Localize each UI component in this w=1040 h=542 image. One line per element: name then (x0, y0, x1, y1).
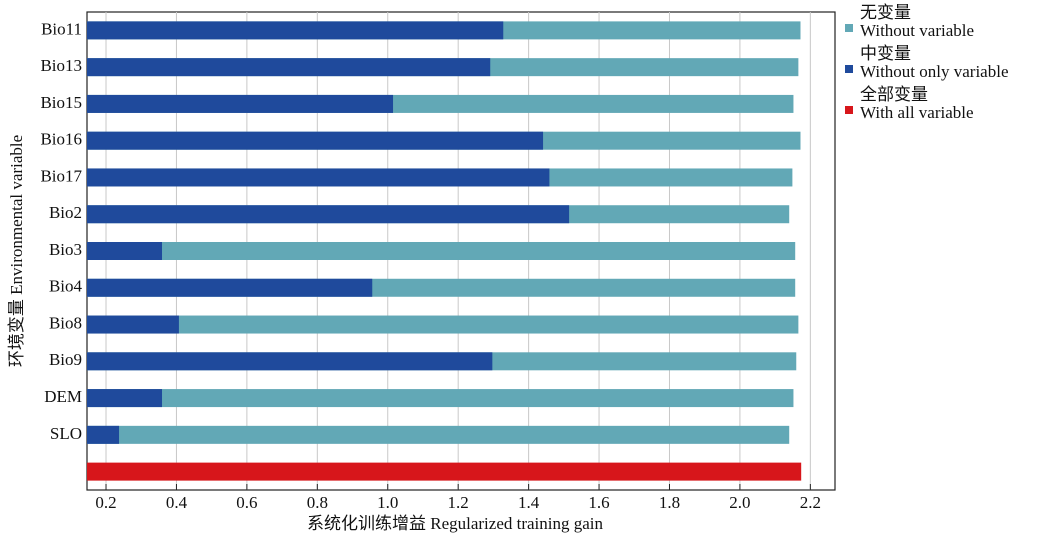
bar (87, 425, 120, 444)
legend-label-zh: 全部变量 (860, 85, 928, 104)
y-tick-label: Bio13 (40, 56, 82, 75)
bar (87, 168, 550, 187)
bar (87, 278, 373, 297)
x-tick-label: 1.2 (448, 493, 469, 512)
legend-label: Without only variable (860, 62, 1009, 81)
x-tick-label: 1.4 (518, 493, 540, 512)
y-tick-label: DEM (44, 387, 82, 406)
y-tick-label: SLO (50, 424, 82, 443)
x-tick-label: 1.0 (377, 493, 398, 512)
x-tick-label: 0.6 (236, 493, 257, 512)
bar (87, 242, 163, 260)
bar (87, 315, 799, 334)
y-tick-label: Bio3 (49, 240, 82, 259)
y-tick-label: Bio2 (49, 203, 82, 222)
bar (87, 352, 493, 371)
legend-swatch (845, 24, 853, 32)
bar (87, 389, 163, 408)
bar (87, 94, 394, 113)
bar (87, 131, 544, 150)
x-tick-label: 0.2 (95, 493, 116, 512)
x-tick-label: 0.8 (307, 493, 328, 512)
x-tick-label: 2.0 (729, 493, 750, 512)
bars (87, 21, 802, 481)
legend-label-zh: 无变量 (860, 3, 911, 22)
x-tick-label: 1.6 (588, 493, 609, 512)
bar (87, 58, 491, 77)
bar (87, 425, 790, 444)
y-tick-label: Bio16 (40, 130, 82, 149)
x-tick-label: 1.8 (659, 493, 680, 512)
y-tick-label: Bio9 (49, 350, 82, 369)
legend-label: Without variable (860, 21, 974, 40)
bar (87, 21, 504, 40)
legend-label-zh: 中变量 (860, 44, 911, 63)
x-tick-label: 0.4 (166, 493, 188, 512)
y-tick-label: Bio4 (49, 277, 83, 296)
x-axis-label: 系统化训练增益 Regularized training gain (307, 514, 604, 533)
y-axis-label: 环境变量 Environmental variable (7, 135, 26, 367)
y-tick-label: Bio8 (49, 313, 82, 332)
y-tick-label: Bio15 (40, 93, 82, 112)
bar (87, 242, 796, 260)
legend-swatch (845, 65, 853, 73)
bar (87, 315, 179, 334)
bar (87, 389, 794, 408)
legend-label: With all variable (860, 103, 974, 122)
bar (87, 462, 802, 481)
x-tick-label: 2.2 (800, 493, 821, 512)
y-tick-label: Bio11 (41, 19, 82, 38)
bar (87, 205, 570, 224)
y-tick-label: Bio17 (40, 166, 82, 185)
legend-swatch (845, 106, 853, 114)
